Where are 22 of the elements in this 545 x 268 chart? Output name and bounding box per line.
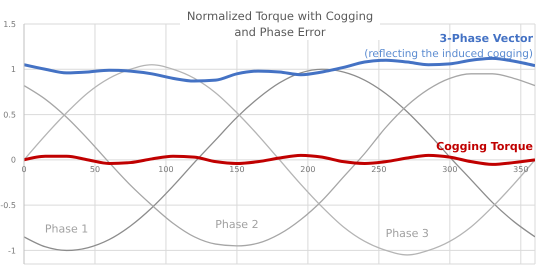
series-label: 3-Phase Vector (439, 32, 534, 46)
y-tick-label: 0.5 (3, 110, 16, 120)
x-tick-label: 0 (21, 164, 27, 174)
x-tick-label: 250 (371, 164, 386, 174)
y-tick-label: 1.5 (3, 20, 16, 29)
y-tick-label: -1 (8, 246, 16, 256)
x-tick-label: 300 (442, 164, 458, 174)
chart-title: Normalized Torque with Cogging and Phase Error (180, 8, 380, 40)
line-series (24, 154, 535, 166)
x-tick-label: 50 (90, 164, 100, 174)
series-label: Phase 1 (44, 222, 88, 236)
annotation: (reflecting the induced cogging) (364, 48, 533, 60)
y-tick-label: -0.5 (0, 200, 16, 210)
y-tick-label: 0 (10, 156, 16, 165)
y-tick-label: 1 (10, 65, 16, 74)
x-tick-label: 200 (300, 164, 316, 174)
x-tick-label: 100 (158, 164, 174, 174)
series-label: Phase 2 (215, 218, 259, 231)
x-tick-label: 150 (229, 164, 245, 174)
series-label: Cogging Torque (436, 140, 533, 153)
series-label: Phase 3 (386, 226, 429, 240)
x-tick-label: 350 (513, 164, 528, 174)
